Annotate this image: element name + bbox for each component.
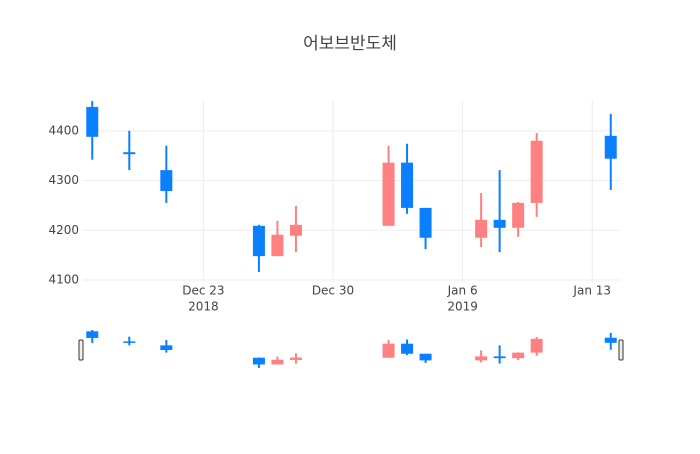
candle-body: [382, 162, 395, 226]
candle-body: [271, 234, 284, 257]
x-tick-label: Dec 30: [312, 284, 354, 298]
y-tick-label: 4400: [48, 123, 79, 137]
candle-body: [86, 106, 99, 137]
x-tick-label: Jan 13: [572, 284, 611, 298]
candle-body: [475, 219, 488, 238]
slider-body: [604, 337, 617, 343]
candle-body: [493, 219, 506, 228]
slider-body: [289, 357, 302, 360]
range-handle: [618, 339, 624, 361]
candle-body: [530, 140, 543, 203]
slider-body: [401, 343, 414, 354]
x-tick-label: Jan 6: [447, 284, 478, 298]
chart-title: 어보브반도체: [303, 34, 397, 54]
candle-body: [160, 170, 173, 191]
slider-body: [160, 345, 173, 350]
candle-body: [604, 135, 617, 159]
slider-body: [271, 359, 284, 365]
candle-body: [289, 224, 302, 236]
slider-body: [493, 356, 506, 359]
y-tick-label: 4200: [48, 223, 79, 237]
range-handle: [78, 339, 84, 361]
candle-body: [419, 207, 432, 238]
y-tick-label: 4100: [48, 273, 79, 287]
slider-body: [419, 353, 432, 361]
x-tick-year: 2018: [188, 300, 219, 314]
slider-body: [512, 352, 525, 359]
slider-body: [475, 356, 488, 361]
slider-body: [123, 341, 136, 343]
candle-body: [401, 162, 414, 208]
candle-body: [512, 202, 525, 228]
x-tick-year: 2019: [447, 300, 478, 314]
slider-body: [530, 338, 543, 353]
y-tick-label: 4300: [48, 173, 79, 187]
slider-body: [252, 357, 265, 365]
candle-body: [252, 225, 265, 257]
candle-body: [123, 152, 136, 155]
slider-body: [382, 343, 395, 358]
slider-body: [86, 331, 99, 338]
x-tick-label: Dec 23: [182, 284, 224, 298]
